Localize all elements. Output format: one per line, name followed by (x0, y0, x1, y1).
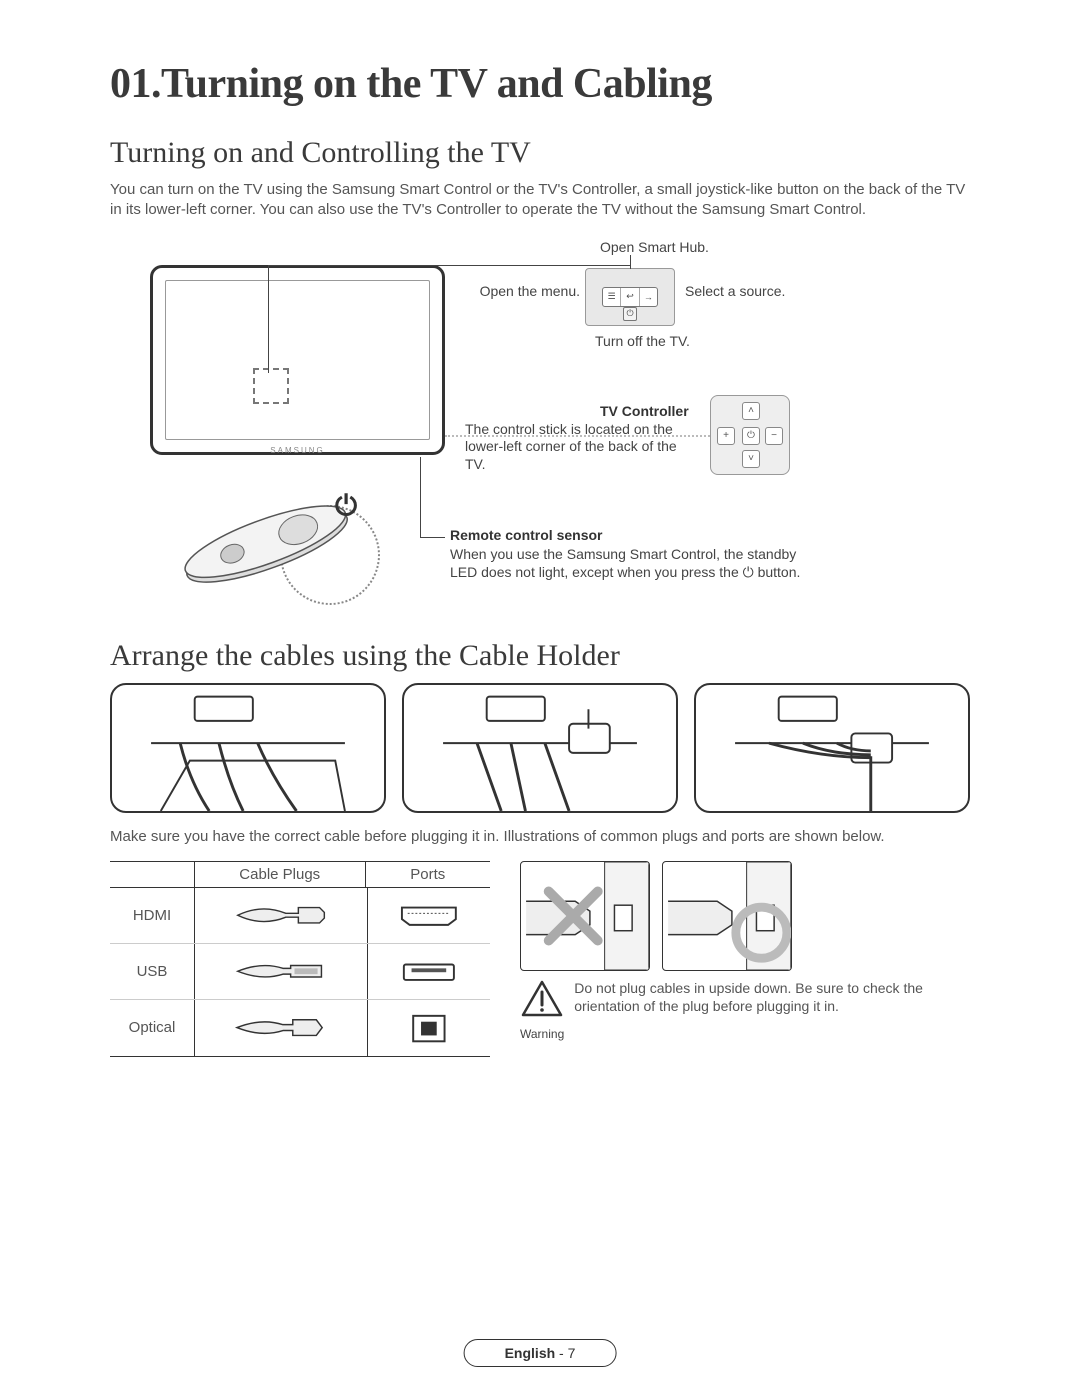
optical-port-icon (368, 1000, 491, 1056)
warning-text: Do not plug cables in upside down. Be su… (574, 979, 970, 1015)
col-header-ports: Ports (366, 862, 491, 887)
row-label-optical: Optical (110, 1000, 195, 1056)
subsection-heading-1: Turning on and Controlling the TV (110, 136, 970, 170)
menu-icon: ☰ (603, 288, 621, 306)
subsection-heading-2: Arrange the cables using the Cable Holde… (110, 639, 970, 673)
page-footer: English - 7 (464, 1339, 617, 1367)
tv-outline: SAMSUNG (150, 265, 445, 455)
optical-plug-icon (195, 1000, 368, 1056)
cable-body: Make sure you have the correct cable bef… (110, 827, 970, 847)
plus-icon: + (717, 427, 735, 445)
cable-holder-figures (110, 683, 970, 813)
cable-holder-step-2 (402, 683, 678, 813)
cable-holder-step-3 (694, 683, 970, 813)
section-title-text: Turning on the TV and Cabling (161, 61, 712, 107)
correct-orientation-illustration (662, 861, 792, 971)
usb-plug-icon (195, 944, 368, 999)
warning-triangle-icon: Warning (520, 979, 564, 1041)
row-label-hdmi: HDMI (110, 888, 195, 943)
page-title: 01.Turning on the TV and Cabling (110, 60, 970, 108)
return-icon: ↩ (621, 288, 639, 306)
section-number: 01. (110, 61, 161, 107)
chevron-down-icon: ˅ (742, 450, 760, 468)
tv-controller-illustration: ˄ ˅ + − ⏻ (710, 395, 790, 475)
label-tv-controller: TV Controller (600, 403, 689, 419)
footer-language: English (505, 1345, 556, 1361)
label-remote-sensor: Remote control sensor (450, 527, 602, 543)
wrong-orientation-illustration (520, 861, 650, 971)
label-select-source: Select a source. (685, 283, 785, 299)
minus-icon: − (765, 427, 783, 445)
intro-paragraph: You can turn on the TV using the Samsung… (110, 180, 970, 221)
power-icon: ⏻ (623, 307, 637, 321)
hdmi-plug-icon (195, 888, 368, 943)
plugs-and-warning-row: Cable Plugs Ports HDMI USB (110, 861, 970, 1057)
manual-page: 01.Turning on the TV and Cabling Turning… (0, 0, 1080, 1397)
row-label-usb: USB (110, 944, 195, 999)
chevron-up-icon: ˄ (742, 402, 760, 420)
warning-panel: Warning Do not plug cables in upside dow… (490, 861, 970, 1057)
label-turn-off: Turn off the TV. (595, 333, 690, 349)
hdmi-port-icon (368, 888, 491, 943)
source-icon: → (640, 288, 657, 306)
footer-page-number: 7 (568, 1345, 576, 1361)
tv-controller-diagram: SAMSUNG ☰ ↩ → ⏻ Open Smart Hub. Open the… (110, 235, 970, 615)
warning-label: Warning (520, 1027, 564, 1041)
remote-power-icon: ⏻ (335, 490, 357, 523)
osd-menu-panel: ☰ ↩ → ⏻ (585, 268, 675, 326)
col-header-plugs: Cable Plugs (195, 862, 366, 887)
usb-port-icon (368, 944, 491, 999)
label-open-menu: Open the menu. (475, 283, 580, 299)
cable-holder-step-1 (110, 683, 386, 813)
remote-sensor-note: When you use the Samsung Smart Control, … (450, 545, 820, 581)
controller-note: The control stick is located on the lowe… (465, 421, 700, 474)
tv-brand-label: SAMSUNG (270, 446, 324, 455)
label-open-smart-hub: Open Smart Hub. (600, 239, 709, 255)
power-icon: ⏻ (742, 427, 760, 445)
plugs-table: Cable Plugs Ports HDMI USB (110, 861, 490, 1057)
